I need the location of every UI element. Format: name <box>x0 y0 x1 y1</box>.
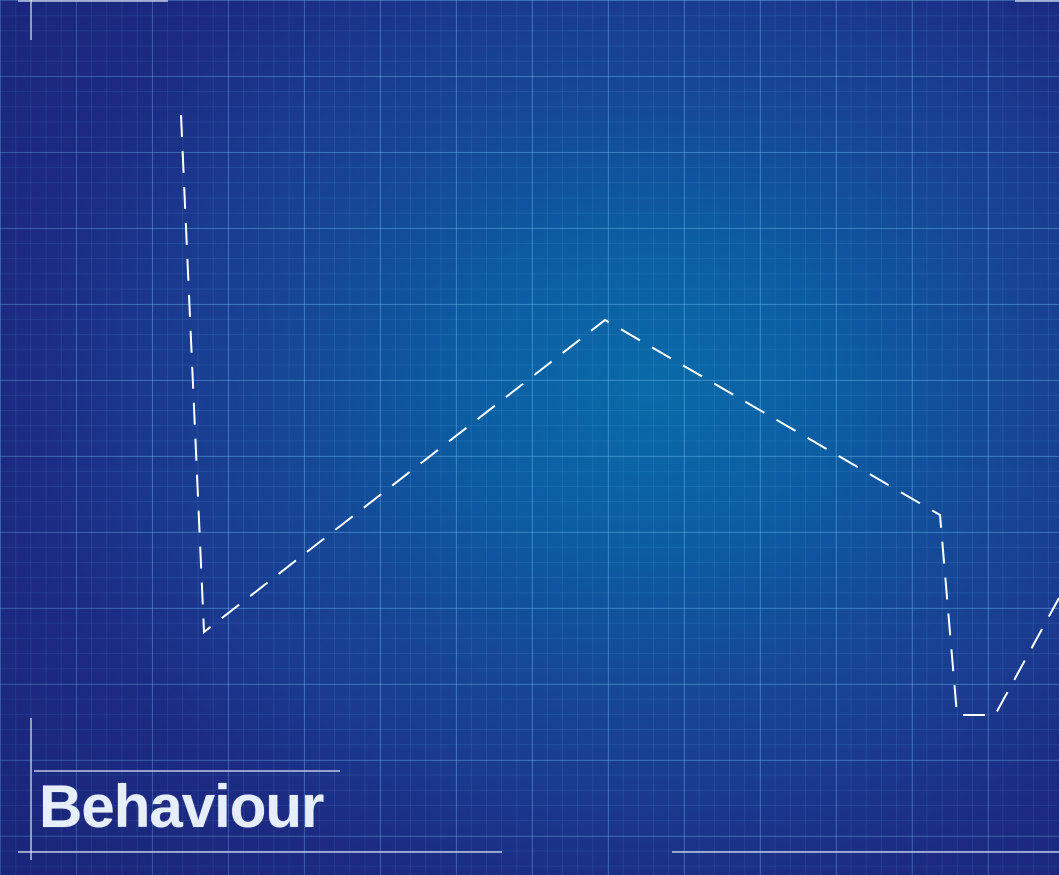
behaviour-dashed-path <box>180 114 1059 716</box>
frame-lines <box>18 0 1059 860</box>
slide-title: Behaviour <box>39 773 324 840</box>
